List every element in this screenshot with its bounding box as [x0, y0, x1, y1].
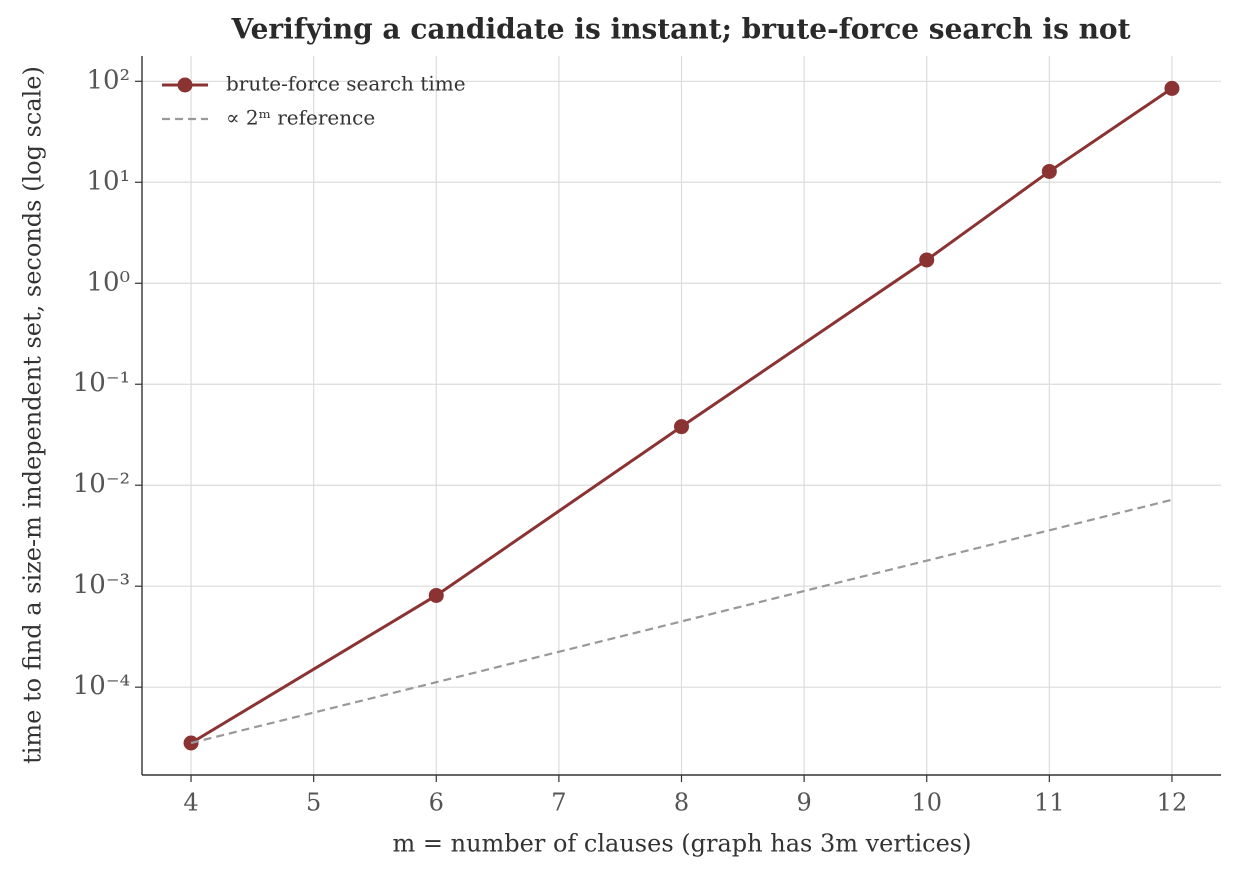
- series-line: [190, 498, 1173, 745]
- y-tick-label: 10¹: [86, 166, 130, 196]
- y-tick-label: 10²: [86, 65, 130, 95]
- x-tick-label: 6: [429, 789, 444, 817]
- x-tick-label: 9: [796, 789, 811, 817]
- data-point: [428, 587, 444, 603]
- data-point: [1164, 80, 1180, 96]
- legend-label: ∝ 2ᵐ reference: [226, 106, 375, 130]
- y-tick-label: 10⁻¹: [73, 368, 130, 398]
- y-tick-label: 10⁻³: [73, 570, 130, 600]
- legend-marker: [177, 77, 193, 93]
- x-tick-label: 10: [911, 789, 942, 817]
- y-tick-label: 10⁻⁴: [73, 671, 130, 701]
- x-tick-label: 4: [183, 789, 198, 817]
- y-tick-label: 10⁰: [86, 267, 130, 297]
- x-tick-label: 7: [551, 789, 566, 817]
- x-axis-label: m = number of clauses (graph has 3m vert…: [393, 830, 972, 858]
- data-point: [1041, 163, 1057, 179]
- y-axis-label: time to find a size-m independent set, s…: [19, 66, 47, 764]
- x-tick-label: 8: [674, 789, 689, 817]
- x-tick-label: 12: [1157, 789, 1188, 817]
- x-tick-label: 11: [1034, 789, 1065, 817]
- y-tick-label: 10⁻²: [73, 469, 130, 499]
- chart-title: Verifying a candidate is instant; brute-…: [230, 13, 1130, 46]
- series-line: [190, 87, 1173, 745]
- legend-label: brute-force search time: [226, 72, 466, 96]
- data-point: [919, 252, 935, 268]
- data-point: [674, 419, 689, 435]
- x-tick-label: 5: [306, 789, 321, 817]
